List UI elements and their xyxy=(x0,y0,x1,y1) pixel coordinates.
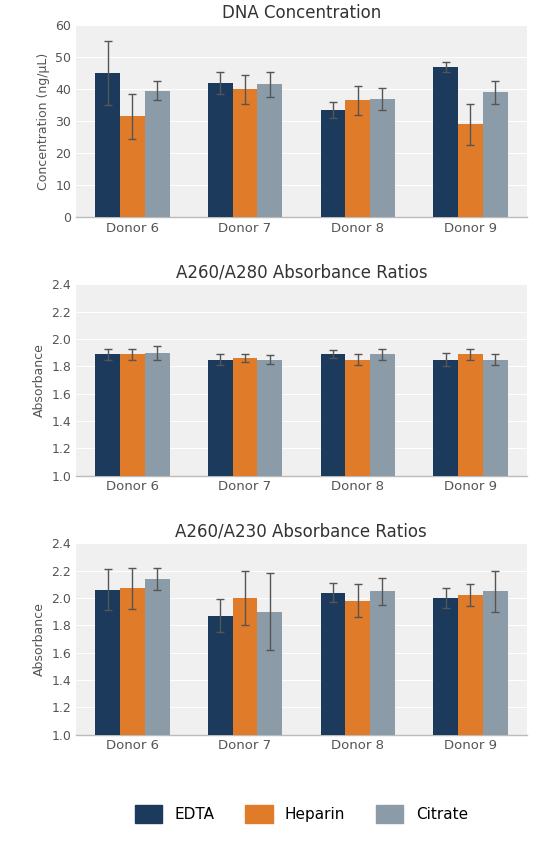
Bar xyxy=(458,354,483,476)
Bar xyxy=(483,591,508,734)
Bar xyxy=(95,590,120,734)
Bar xyxy=(370,98,395,216)
Bar xyxy=(208,360,232,476)
Title: A260/A230 Absorbance Ratios: A260/A230 Absorbance Ratios xyxy=(175,522,427,540)
Bar xyxy=(345,360,370,476)
Bar xyxy=(345,100,370,216)
Bar xyxy=(320,593,345,734)
Bar xyxy=(433,360,458,476)
Bar xyxy=(145,579,169,734)
Bar xyxy=(257,360,282,476)
Bar xyxy=(257,611,282,734)
Bar xyxy=(370,591,395,734)
Bar xyxy=(232,358,257,476)
Bar xyxy=(95,73,120,216)
Legend: EDTA, Heparin, Citrate: EDTA, Heparin, Citrate xyxy=(129,799,474,828)
Title: A260/A280 Absorbance Ratios: A260/A280 Absorbance Ratios xyxy=(175,264,427,282)
Bar xyxy=(120,116,145,216)
Bar xyxy=(120,589,145,734)
Bar xyxy=(257,85,282,216)
Bar xyxy=(458,125,483,216)
Bar xyxy=(232,598,257,734)
Title: DNA Concentration: DNA Concentration xyxy=(222,4,381,23)
Bar xyxy=(345,600,370,734)
Bar xyxy=(208,616,232,734)
Y-axis label: Absorbance: Absorbance xyxy=(33,602,46,676)
Bar xyxy=(145,91,169,216)
Bar xyxy=(320,110,345,216)
Bar xyxy=(433,598,458,734)
Y-axis label: Absorbance: Absorbance xyxy=(33,343,46,417)
Bar xyxy=(458,595,483,734)
Bar xyxy=(208,83,232,216)
Bar xyxy=(320,354,345,476)
Bar xyxy=(370,354,395,476)
Bar xyxy=(483,92,508,216)
Bar xyxy=(145,353,169,476)
Y-axis label: Concentration (ng/μL): Concentration (ng/μL) xyxy=(36,53,49,190)
Bar xyxy=(120,354,145,476)
Bar xyxy=(483,360,508,476)
Bar xyxy=(433,67,458,216)
Bar xyxy=(232,89,257,216)
Bar xyxy=(95,354,120,476)
